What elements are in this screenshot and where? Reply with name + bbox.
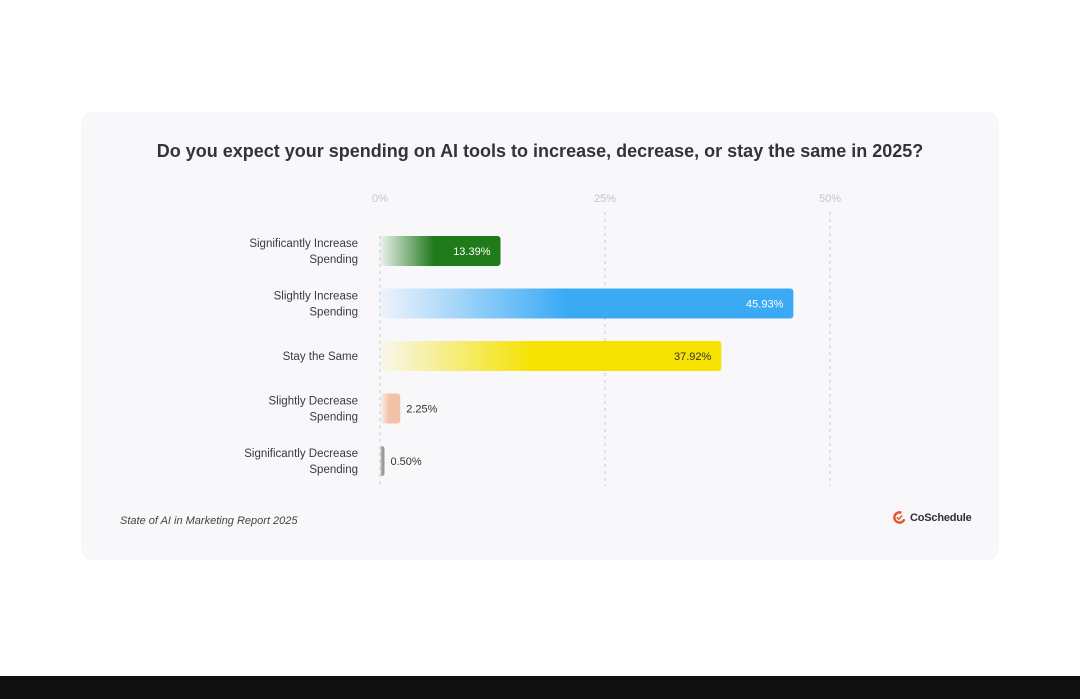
- brand-logo: CoSchedule: [893, 511, 972, 524]
- source-note: State of AI in Marketing Report 2025: [120, 515, 298, 527]
- category-label: Stay the Same: [283, 351, 358, 363]
- bar: [380, 288, 794, 319]
- value-label: 37.92%: [674, 351, 712, 363]
- x-tick-label: 25%: [594, 193, 616, 205]
- category-label: Significantly Increase Spending: [249, 238, 358, 266]
- value-label: 45.93%: [746, 299, 784, 311]
- x-tick-label: 0%: [372, 193, 388, 205]
- bar: [380, 446, 385, 476]
- brand-name: CoSchedule: [910, 511, 972, 524]
- category-label: Significantly Decrease Spending: [244, 448, 358, 476]
- bar: [380, 393, 401, 424]
- value-label: 13.39%: [453, 246, 491, 258]
- chart-title: Do you expect your spending on AI tools …: [156, 141, 924, 161]
- value-label: 0.50%: [391, 456, 422, 468]
- bar: [380, 341, 722, 371]
- coschedule-icon: [893, 511, 906, 524]
- bottom-bar: [0, 676, 1080, 699]
- category-label: Slightly Increase Spending: [274, 291, 358, 319]
- category-label: Slightly Decrease Spending: [269, 396, 358, 424]
- bar: [380, 236, 501, 266]
- value-label: 2.25%: [406, 404, 437, 416]
- chart-card: [81, 112, 999, 560]
- x-tick-label: 50%: [819, 193, 841, 205]
